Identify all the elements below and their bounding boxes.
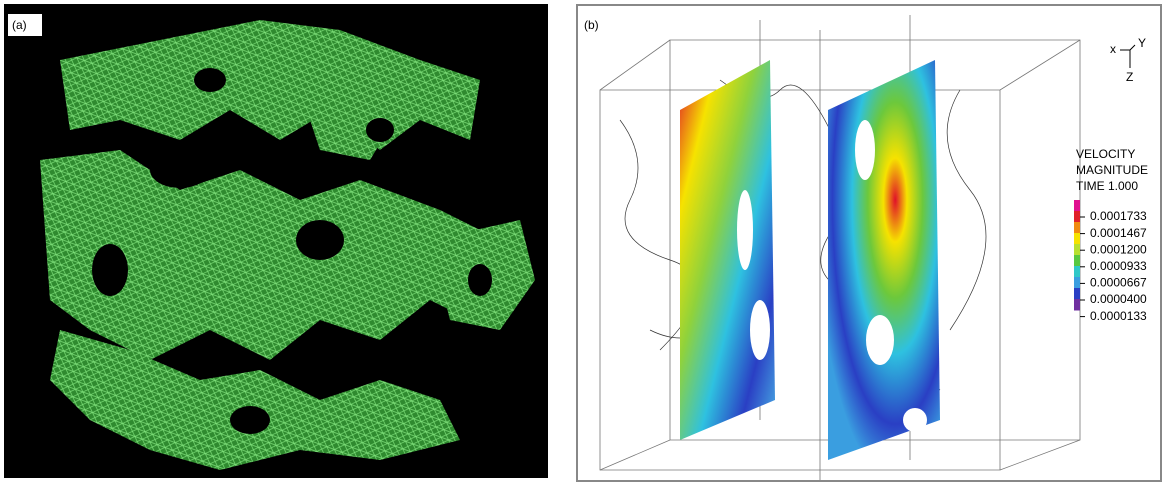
legend-label: 0.0000933 bbox=[1090, 259, 1147, 273]
triad-x: x bbox=[1110, 42, 1116, 56]
legend-label: 0.0001733 bbox=[1090, 209, 1147, 223]
legend-label: 0.0000400 bbox=[1090, 292, 1147, 306]
legend-swatch bbox=[1074, 277, 1080, 289]
legend-swatch bbox=[1074, 200, 1080, 212]
legend-swatch bbox=[1074, 266, 1080, 278]
legend-swatch bbox=[1074, 255, 1080, 267]
panel-a-label: (a) bbox=[12, 18, 27, 32]
legend-label: 0.0001467 bbox=[1090, 226, 1147, 240]
legend-swatch bbox=[1074, 299, 1080, 311]
figure: (a) (b) x Y Z VELOCITY MAGNITUDE TIME 1.00… bbox=[0, 0, 1166, 486]
legend-swatch bbox=[1074, 233, 1080, 245]
velocity-slice-2 bbox=[828, 60, 940, 460]
panel-b-label: (b) bbox=[584, 18, 599, 32]
legend-swatch bbox=[1074, 288, 1080, 300]
legend-label: 0.0000667 bbox=[1090, 276, 1147, 290]
legend-swatch bbox=[1074, 222, 1080, 234]
legend-swatch bbox=[1074, 244, 1080, 256]
triad-z: Z bbox=[1126, 70, 1133, 84]
legend-swatch bbox=[1074, 211, 1080, 223]
velocity-slice-1 bbox=[680, 60, 775, 440]
triad-y: Y bbox=[1138, 36, 1146, 50]
legend-title: TIME 1.000 bbox=[1076, 179, 1138, 193]
legend-label: 0.0000133 bbox=[1090, 309, 1147, 323]
legend-title: MAGNITUDE bbox=[1076, 163, 1148, 177]
legend-title: VELOCITY bbox=[1076, 147, 1135, 161]
legend-label: 0.0001200 bbox=[1090, 242, 1147, 256]
